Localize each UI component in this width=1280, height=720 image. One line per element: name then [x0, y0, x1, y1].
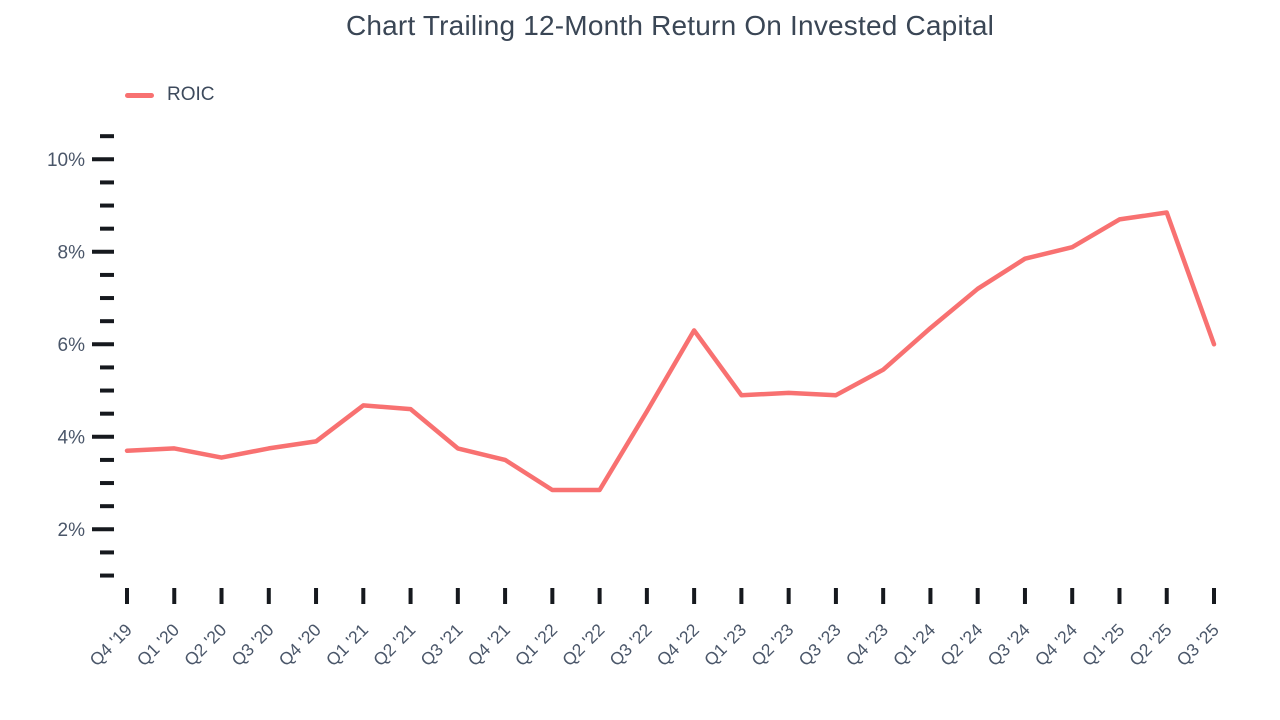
x-axis-label: Q2 '20 — [180, 619, 230, 669]
legend-line-swatch-icon — [125, 92, 154, 98]
x-axis-label: Q4 '24 — [1031, 619, 1081, 669]
x-axis-label: Q1 '24 — [889, 619, 939, 669]
y-axis-label: 10% — [47, 150, 85, 171]
x-axis-label: Q3 '25 — [1173, 620, 1223, 670]
x-axis-label: Q3 '24 — [984, 619, 1034, 669]
y-axis-label: 2% — [58, 520, 86, 541]
x-axis-label: Q4 '19 — [86, 620, 136, 670]
x-axis-label: Q1 '23 — [700, 620, 750, 670]
x-axis-label: Q4 '23 — [842, 620, 892, 670]
roic-series-line — [124, 210, 1217, 493]
x-axis-label: Q1 '25 — [1078, 620, 1128, 670]
y-axis-label: 6% — [58, 335, 86, 356]
x-axis-label: Q4 '22 — [653, 620, 703, 670]
x-axis-label: Q1 '22 — [511, 620, 561, 670]
x-axis-label: Q3 '23 — [795, 620, 845, 670]
x-axis-label: Q3 '21 — [416, 620, 466, 670]
x-axis-label: Q2 '24 — [936, 619, 986, 669]
x-axis-label: Q2 '25 — [1125, 620, 1175, 670]
legend-label-roic: ROIC — [167, 84, 215, 105]
x-axis-label: Q1 '21 — [322, 620, 372, 670]
x-axis-label: Q4 '20 — [275, 619, 325, 669]
x-axis-label: Q3 '22 — [605, 620, 655, 670]
x-axis-label: Q1 '20 — [133, 619, 183, 669]
x-axis-label: Q2 '23 — [747, 620, 797, 670]
y-axis-label: 4% — [58, 427, 86, 448]
legend: ROIC — [125, 84, 215, 106]
x-axis-label: Q3 '20 — [227, 619, 277, 669]
y-axis-label: 8% — [58, 242, 86, 263]
x-axis-label: Q4 '21 — [464, 620, 514, 670]
chart-title: Chart Trailing 12-Month Return On Invest… — [345, 10, 995, 41]
x-axis-label: Q2 '22 — [558, 620, 608, 670]
x-axis-label: Q2 '21 — [369, 620, 419, 670]
